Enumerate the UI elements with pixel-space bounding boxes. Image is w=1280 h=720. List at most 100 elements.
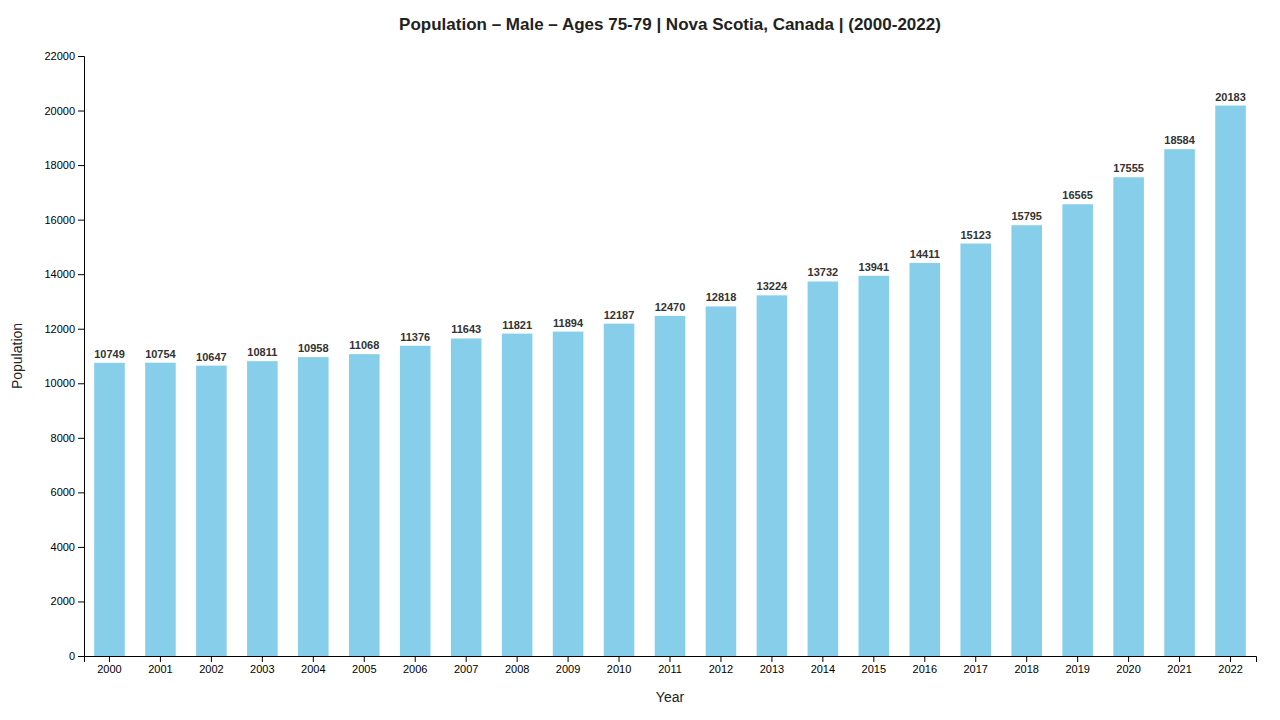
tick-label: 2012 — [709, 663, 733, 675]
bar — [400, 346, 431, 656]
data-labels: 1074910754106471081110958110681137611643… — [94, 91, 1246, 363]
x-tick: 2011 — [658, 656, 682, 675]
tick-mark — [1077, 656, 1078, 662]
bar — [909, 263, 940, 656]
tick-mark — [78, 547, 84, 548]
x-tick: 2015 — [862, 656, 886, 675]
tick-label: 2003 — [250, 663, 274, 675]
tick-mark — [1179, 656, 1180, 662]
tick-mark — [517, 656, 518, 662]
tick-mark — [975, 656, 976, 662]
x-tick: 2006 — [403, 656, 427, 675]
data-label: 11376 — [400, 331, 430, 343]
y-tick: 0 — [69, 650, 84, 662]
tick-label: 6000 — [51, 486, 75, 498]
tick-label: 2013 — [760, 663, 784, 675]
x-tick: 2008 — [505, 656, 529, 675]
tick-label: 2007 — [454, 663, 478, 675]
tick-label: 20000 — [44, 105, 75, 117]
x-tick: 2010 — [607, 656, 631, 675]
tick-label: 2006 — [403, 663, 427, 675]
x-tick: 2002 — [199, 656, 223, 675]
y-tick: 14000 — [44, 268, 84, 280]
x-tick: 2018 — [1014, 656, 1038, 675]
data-label: 10749 — [94, 348, 125, 360]
tick-mark — [78, 329, 84, 330]
tick-mark — [78, 111, 84, 112]
tick-mark — [924, 656, 925, 662]
data-label: 14411 — [910, 248, 940, 260]
tick-label: 2000 — [51, 595, 75, 607]
tick-mark — [1128, 656, 1129, 662]
x-tick: 2007 — [454, 656, 478, 675]
x-tick: 2022 — [1218, 656, 1242, 675]
x-tick: 2001 — [148, 656, 172, 675]
tick-label: 2017 — [963, 663, 987, 675]
bar — [349, 354, 380, 656]
data-label: 11068 — [349, 339, 379, 351]
tick-mark — [262, 656, 263, 662]
tick-label: 2002 — [199, 663, 223, 675]
bar — [757, 295, 788, 656]
tick-label: 2000 — [97, 663, 121, 675]
x-axis-title: Year — [656, 689, 685, 705]
bar — [1113, 177, 1144, 656]
x-tick: 2004 — [301, 656, 325, 675]
tick-mark — [1026, 656, 1027, 662]
tick-label: 8000 — [51, 432, 75, 444]
data-label: 15123 — [960, 229, 991, 241]
x-tick: 2012 — [709, 656, 733, 675]
tick-label: 16000 — [44, 214, 75, 226]
bar — [502, 334, 533, 656]
tick-mark — [313, 656, 314, 662]
tick-mark — [466, 656, 467, 662]
tick-mark — [211, 656, 212, 662]
data-label: 10647 — [196, 351, 227, 363]
tick-label: 2018 — [1014, 663, 1038, 675]
data-label: 11894 — [553, 317, 584, 329]
tick-mark — [160, 656, 161, 662]
tick-label: 2016 — [913, 663, 937, 675]
x-tick: 2000 — [97, 656, 121, 675]
data-label: 11821 — [502, 319, 532, 331]
bar — [553, 332, 584, 656]
data-label: 12818 — [706, 291, 737, 303]
tick-label: 4000 — [51, 541, 75, 553]
y-tick: 22000 — [44, 50, 84, 62]
tick-label: 12000 — [44, 323, 75, 335]
tick-mark — [364, 656, 365, 662]
tick-label: 22000 — [44, 50, 75, 62]
bar — [1164, 149, 1195, 656]
bar — [298, 357, 329, 656]
tick-label: 2008 — [505, 663, 529, 675]
tick-label: 2022 — [1218, 663, 1242, 675]
tick-label: 2010 — [607, 663, 631, 675]
tick-mark — [822, 656, 823, 662]
data-label: 11643 — [451, 323, 481, 335]
data-label: 13732 — [808, 266, 839, 278]
bar — [859, 276, 890, 656]
y-tick: 6000 — [51, 486, 84, 498]
y-tick: 16000 — [44, 214, 84, 226]
data-label: 15795 — [1011, 210, 1042, 222]
chart-svg: 2000200120022003200420052006200720082009… — [0, 0, 1280, 720]
y-tick: 8000 — [51, 432, 84, 444]
chart-container: 2000200120022003200420052006200720082009… — [0, 0, 1280, 720]
data-label: 12187 — [604, 309, 635, 321]
tick-mark — [78, 601, 84, 602]
bar — [196, 366, 227, 656]
bar — [808, 281, 839, 656]
plot-area: 2000200120022003200420052006200720082009… — [44, 50, 1256, 675]
x-tick: 2013 — [760, 656, 784, 675]
tick-mark — [568, 656, 569, 662]
bar — [1215, 106, 1246, 656]
tick-label: 2015 — [862, 663, 886, 675]
tick-mark — [619, 656, 620, 662]
tick-label: 0 — [69, 650, 75, 662]
bars — [94, 106, 1246, 656]
tick-mark — [771, 656, 772, 662]
data-label: 16565 — [1062, 189, 1093, 201]
tick-mark — [109, 656, 110, 662]
y-tick: 10000 — [44, 377, 84, 389]
y-tick: 4000 — [51, 541, 84, 553]
